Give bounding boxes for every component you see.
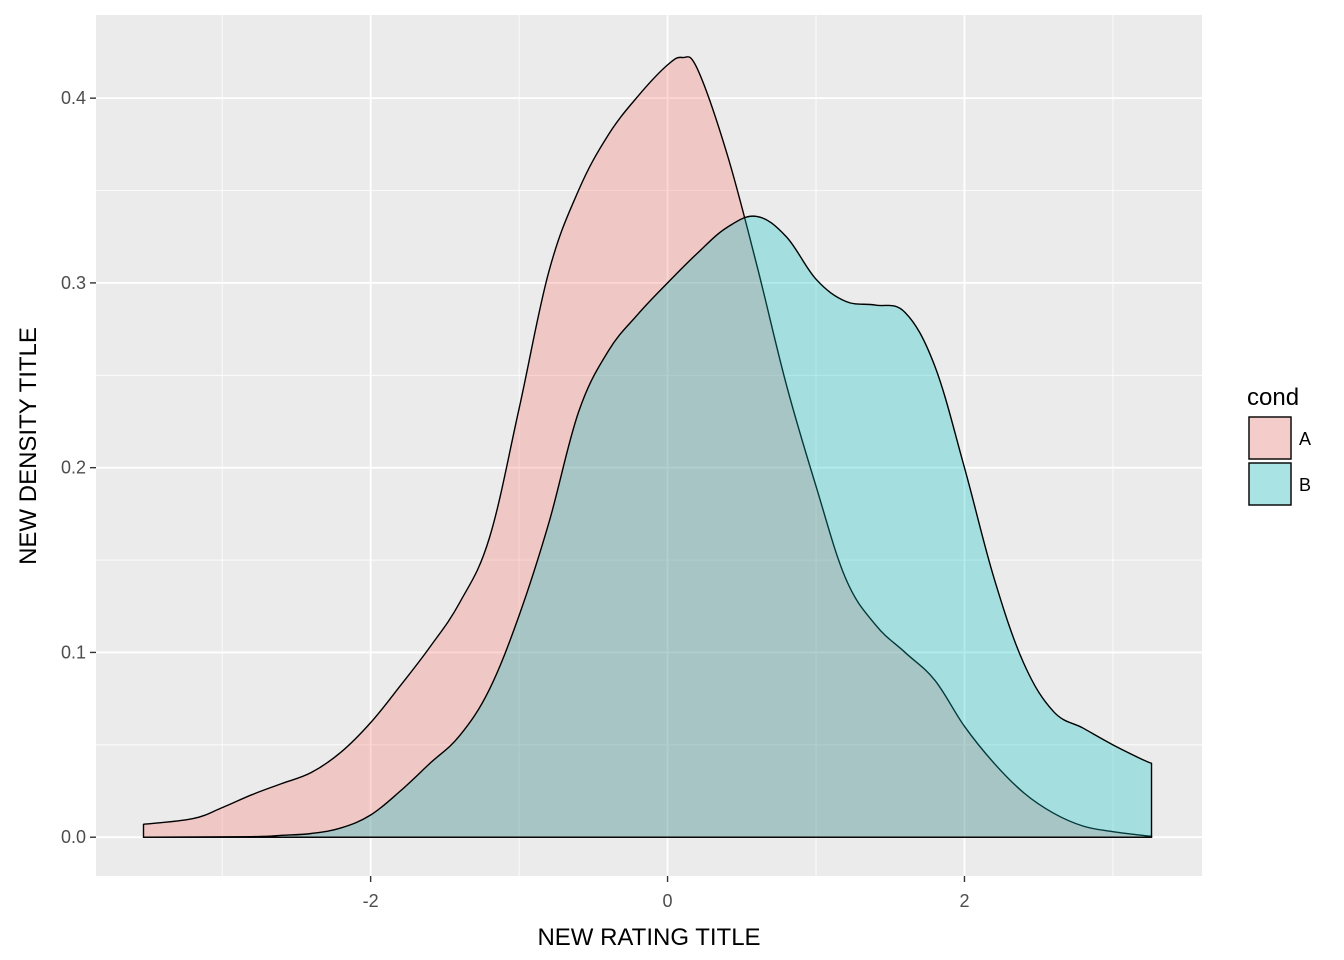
legend-label-B: B [1299,475,1311,495]
x-tick-label: 0 [663,891,673,911]
legend-key-bg [1248,416,1292,460]
density-area-B [142,215,1153,838]
y-axis-title: NEW DENSITY TITLE [15,327,42,565]
y-tick-label: 0.0 [61,827,86,847]
legend-title: cond [1247,384,1299,411]
density-area-A [142,56,1153,838]
grid-minor [96,15,1202,876]
plot-panel [96,15,1202,876]
legend-key-A [1248,416,1292,460]
y-tick-label: 0.2 [61,458,86,478]
legend-key-B [1248,462,1292,506]
legend: cond AB [1247,384,1311,506]
x-axis-title: NEW RATING TITLE [537,924,760,951]
series-layer [142,56,1153,838]
y-tick-label: 0.4 [61,88,86,108]
y-tick-label: 0.3 [61,273,86,293]
legend-items: AB [1248,416,1311,506]
y-tick-label: 0.1 [61,642,86,662]
x-tick-label: 2 [959,891,969,911]
x-axis: -2 0 2 [363,876,969,911]
legend-label-A: A [1299,429,1311,449]
legend-key-bg [1248,462,1292,506]
x-tick-label: -2 [363,891,379,911]
y-axis: 0.0 0.1 0.2 0.3 0.4 [61,88,96,847]
